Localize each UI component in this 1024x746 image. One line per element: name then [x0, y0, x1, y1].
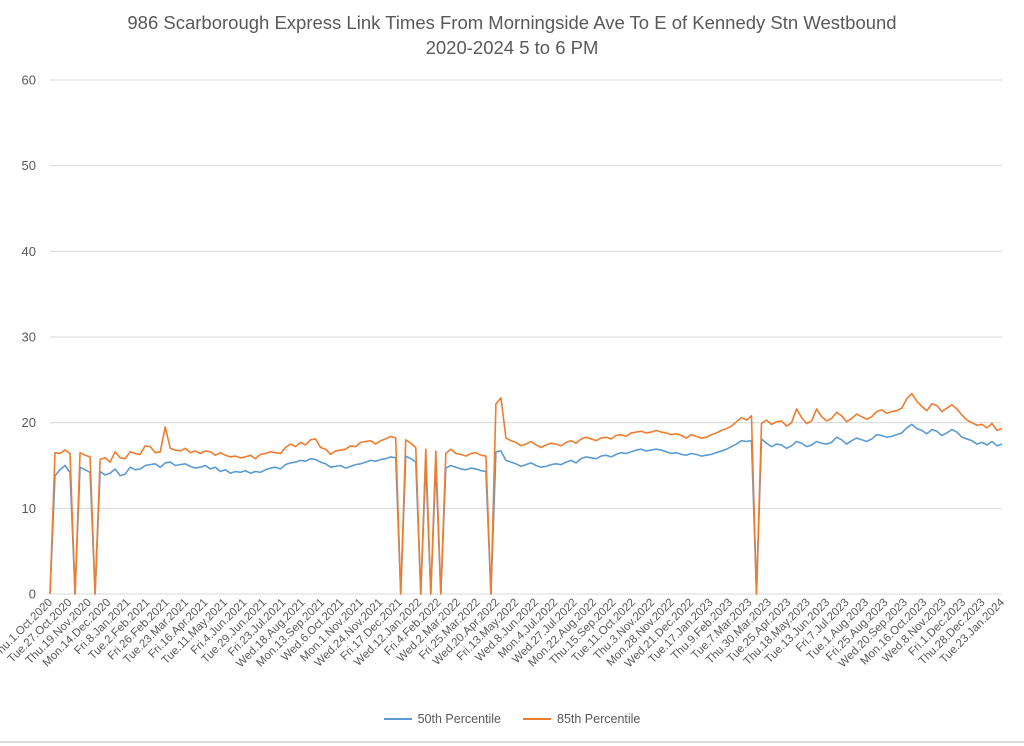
legend-swatch-50th	[383, 717, 412, 721]
chart-subtitle: 2020-2024 5 to 6 PM	[425, 37, 599, 58]
y-tick-label: 0	[29, 587, 36, 602]
y-axis-ticks: 0 10 20 30 40 50 60	[22, 73, 36, 602]
gridlines	[50, 79, 1002, 595]
legend-item-85th: 85th Percentile	[523, 712, 640, 726]
y-tick-label: 40	[22, 244, 36, 259]
legend-label-50th: 50th Percentile	[417, 712, 501, 726]
x-axis-ticks: Thu.1.Oct.2020Tue.27.Oct.2020Thu.19.Nov.…	[0, 596, 1008, 670]
series-lines	[49, 392, 1003, 595]
legend: 50th Percentile 85th Percentile	[0, 712, 1024, 726]
chart-title: 986 Scarborough Express Link Times From …	[0, 10, 1024, 60]
y-tick-label: 30	[22, 330, 36, 345]
legend-label-85th: 85th Percentile	[557, 712, 641, 726]
y-tick-label: 50	[22, 158, 36, 173]
series-line-85th-percentile	[49, 392, 1003, 595]
y-tick-label: 60	[22, 73, 36, 88]
legend-swatch-85th	[523, 717, 551, 721]
bottom-border	[0, 741, 1024, 743]
chart-title-line1: 986 Scarborough Express Link Times From …	[127, 12, 897, 33]
legend-item-50th: 50th Percentile	[383, 712, 501, 726]
y-tick-label: 10	[22, 501, 36, 516]
y-tick-label: 20	[22, 415, 36, 430]
series-line-50th-percentile	[49, 423, 1003, 595]
